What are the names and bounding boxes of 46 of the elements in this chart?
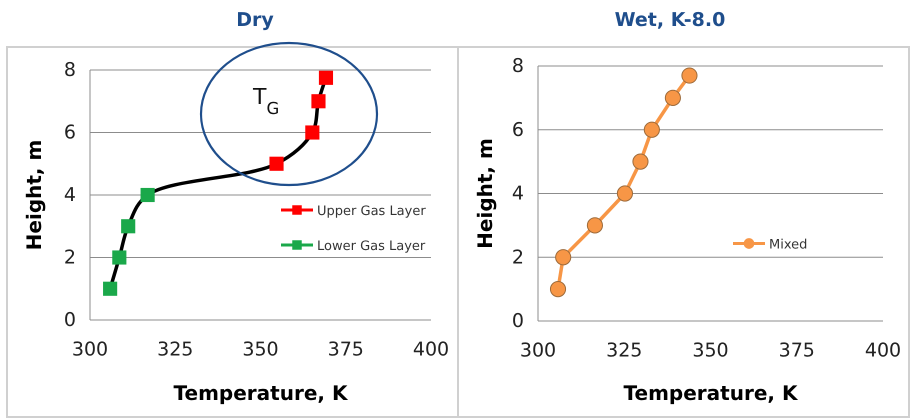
chart-title: Dry [236, 9, 274, 31]
legend-label: Lower Gas Layer [317, 239, 426, 254]
point [269, 156, 284, 171]
point [140, 188, 155, 202]
y-axis-title: Height, m [473, 138, 497, 249]
point [644, 122, 660, 138]
x-tick-label: 350 [242, 338, 279, 360]
point [318, 70, 334, 85]
y-tick-label: 6 [512, 118, 524, 141]
point [632, 154, 649, 170]
x-tick-label: 350 [692, 339, 729, 362]
y-tick-label: 0 [512, 310, 524, 332]
y-tick-label: 4 [64, 184, 76, 206]
point [681, 68, 698, 84]
x-tick-label: 400 [864, 339, 902, 362]
x-axis-title: Temperature, K [624, 381, 799, 405]
point [305, 125, 320, 140]
x-tick-label: 325 [157, 338, 194, 360]
y-tick-label: 8 [512, 55, 524, 78]
x-tick-label: 375 [778, 339, 815, 362]
y-tick-label: 6 [64, 122, 76, 144]
x-tick-label: 325 [606, 339, 642, 362]
point [311, 94, 326, 108]
point [664, 90, 681, 106]
point [121, 219, 136, 234]
y-tick-label: 8 [64, 59, 76, 82]
y-axis-title: Height, m [22, 140, 46, 250]
y-tick-label: 2 [64, 246, 76, 269]
chart-title: Wet, K-8.0 [614, 9, 726, 31]
legend-label: Mixed [769, 238, 808, 252]
point [616, 185, 634, 202]
point [586, 217, 603, 234]
x-tick-label: 300 [520, 339, 556, 362]
legend-label: Upper Gas Layer [317, 204, 426, 219]
x-tick-label: 375 [328, 338, 364, 360]
point [112, 250, 126, 265]
x-tick-label: 300 [72, 338, 108, 360]
x-axis-title: Temperature, K [174, 381, 349, 405]
y-tick-label: 0 [64, 309, 76, 332]
annotation: T$_{G}$ [252, 85, 280, 118]
y-tick-label: 4 [512, 182, 524, 205]
y-tick-label: 2 [512, 246, 524, 268]
point [555, 249, 572, 266]
point [550, 281, 566, 298]
point [103, 282, 118, 296]
x-tick-label: 400 [412, 338, 450, 360]
